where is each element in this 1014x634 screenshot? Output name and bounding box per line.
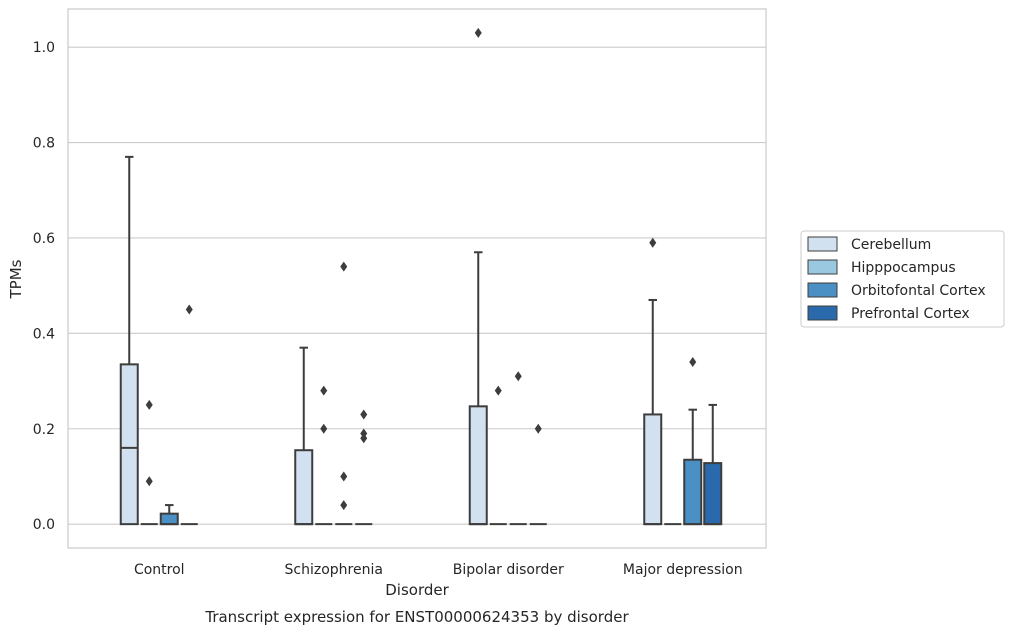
legend-item: Cerebellum	[807, 236, 931, 253]
outlier-point	[145, 399, 153, 410]
legend-item: Prefrontal Cortex	[807, 305, 970, 322]
y-tick-label: 0.4	[33, 326, 55, 342]
outlier-point	[360, 409, 368, 420]
y-tick-label: 0.2	[33, 422, 55, 438]
legend-swatch	[807, 305, 838, 321]
series-group	[180, 304, 723, 526]
outlier-point	[474, 27, 482, 38]
legend-swatch	[807, 282, 838, 298]
box	[683, 458, 703, 526]
box	[294, 449, 314, 526]
x-tick-label: Schizophrenia	[285, 562, 383, 578]
legend-swatch	[807, 236, 838, 252]
y-tick-labels: 0.0 0.2 0.4 0.6 0.8 1.0	[33, 40, 55, 533]
outlier-point	[649, 237, 657, 248]
legend-item: Hipppocampus	[807, 259, 956, 276]
box	[159, 512, 179, 526]
legend-label: Cerebellum	[851, 237, 931, 253]
outlier-point	[340, 261, 348, 272]
chart-title: Transcript expression for ENST0000062435…	[204, 608, 629, 626]
outlier-point	[494, 385, 502, 396]
legend-frame	[800, 230, 1005, 328]
x-tick-label: Major depression	[623, 562, 743, 578]
x-tick-labels: Control Schizophrenia Bipolar disorder Majo…	[134, 562, 743, 578]
box	[703, 462, 723, 526]
outlier-point	[340, 471, 348, 482]
box-series	[119, 27, 723, 526]
legend-label: Orbitofontal Cortex	[851, 283, 986, 299]
outlier-point	[689, 356, 697, 367]
outlier-point	[340, 500, 348, 511]
legend-item: Orbitofontal Cortex	[807, 282, 986, 299]
series-group	[140, 385, 682, 526]
outlier-point	[185, 304, 193, 315]
outlier-point	[514, 371, 522, 382]
box	[119, 363, 139, 526]
box	[468, 405, 488, 526]
y-axis-label: TPMs	[7, 259, 25, 299]
legend-swatch	[807, 259, 838, 275]
x-tick-label: Control	[134, 562, 185, 578]
plot-frame	[67, 8, 767, 549]
legend-entries: Cerebellum Hipppocampus Orbitofontal Corte…	[807, 236, 986, 322]
legend-label: Prefrontal Cortex	[851, 306, 970, 322]
outlier-point	[320, 423, 328, 434]
y-tick-label: 0.0	[33, 517, 55, 533]
series-group	[119, 27, 663, 526]
legend-label: Hipppocampus	[851, 260, 956, 276]
outlier-point	[534, 423, 542, 434]
outlier-point	[145, 476, 153, 487]
outlier-point	[320, 385, 328, 396]
y-tick-label: 0.8	[33, 136, 55, 152]
box	[643, 413, 663, 526]
y-tick-label: 0.6	[33, 231, 55, 247]
x-tick-label: Bipolar disorder	[453, 562, 564, 578]
series-group	[159, 261, 703, 526]
outlier-point	[360, 433, 368, 444]
legend: Cerebellum Hipppocampus Orbitofontal Corte…	[800, 230, 1005, 328]
y-tick-label: 1.0	[33, 40, 55, 56]
x-axis-label: Disorder	[385, 581, 449, 599]
